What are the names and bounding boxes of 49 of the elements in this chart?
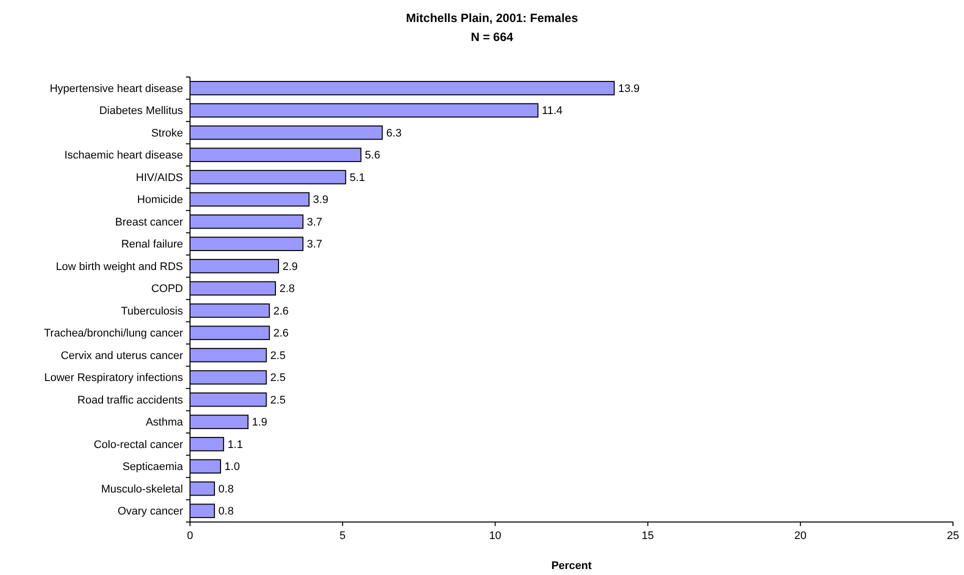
y-tick-label: Tuberculosis: [121, 305, 184, 318]
x-axis-title: Percent: [551, 560, 592, 572]
data-label: 11.4: [542, 105, 563, 118]
data-label: 2.5: [270, 394, 286, 406]
y-tick-label: Ischaemic heart disease: [64, 150, 183, 162]
y-tick-label: HIV/AIDS: [136, 172, 183, 184]
data-label: 2.5: [270, 372, 286, 384]
data-label: 1.0: [224, 461, 240, 474]
data-label: 2.6: [273, 328, 289, 340]
data-label: 1.9: [252, 416, 268, 429]
y-tick-label: COPD: [151, 283, 184, 296]
y-tick-label: Homicide: [137, 194, 183, 206]
y-tick-label: Asthma: [146, 416, 184, 429]
data-label: 5.1: [350, 172, 365, 184]
chart-title: Mitchells Plain, 2001: Females: [406, 11, 578, 25]
data-label: 5.6: [364, 150, 380, 162]
data-label: 2.9: [282, 260, 298, 273]
x-tick-label: 20: [794, 530, 807, 542]
y-tick-label: Breast cancer: [115, 216, 184, 228]
y-tick-label: Lower Respiratory infections: [44, 372, 184, 384]
y-tick-label: Septicaemia: [122, 461, 184, 474]
y-tick-label: Trachea/bronchi/lung cancer: [44, 328, 184, 340]
data-label: 3.7: [306, 238, 322, 251]
data-label: 2.5: [270, 350, 286, 362]
data-label: 2.8: [279, 283, 295, 296]
y-tick-label: Hypertensive heart disease: [50, 82, 183, 95]
chart-subtitle: N = 664: [470, 30, 514, 44]
data-label: 3.9: [313, 194, 328, 206]
y-tick-label: Colo-rectal cancer: [94, 438, 184, 451]
data-label: 3.7: [306, 216, 322, 228]
y-tick-label: Musculo-skeletal: [101, 483, 183, 496]
x-tick-label: 15: [642, 530, 654, 542]
x-tick-label: 10: [489, 530, 502, 542]
y-tick-label: Road traffic accidents: [77, 394, 184, 406]
y-tick-label: Low birth weight and RDS: [56, 260, 183, 273]
y-tick-label: Renal failure: [121, 238, 183, 251]
y-tick-label: Stroke: [151, 127, 183, 140]
data-label: 2.6: [273, 305, 289, 318]
data-label: 13.9: [618, 82, 640, 95]
y-tick-label: Diabetes Mellitus: [99, 105, 184, 118]
y-tick-label: Ovary cancer: [118, 506, 184, 518]
x-tick-label: 0: [186, 530, 194, 542]
y-tick-label: Cervix and uterus cancer: [60, 350, 184, 362]
data-label: 0.8: [218, 506, 234, 518]
x-tick-label: 5: [340, 530, 346, 542]
data-label: 0.8: [218, 483, 234, 496]
x-tick-label: 25: [946, 530, 960, 542]
data-label: 1.1: [228, 438, 243, 451]
data-label: 6.3: [386, 127, 402, 140]
